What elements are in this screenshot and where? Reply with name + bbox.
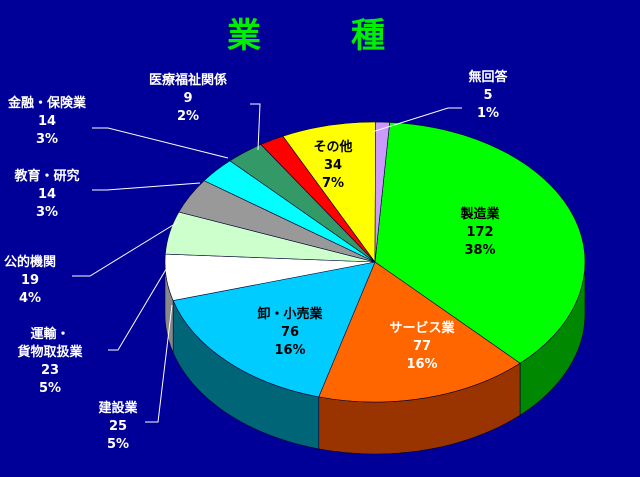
slice-label-10-line-0: 無回答 <box>468 69 508 85</box>
slice-label-2-line-2: 16% <box>274 343 305 358</box>
slice-label-9-line-0: その他 <box>313 139 352 155</box>
pie-slice-0 <box>374 122 586 364</box>
slice-label-4-line-1: 貨物取扱業 <box>17 344 83 360</box>
slice-label-4-line-0: 運輸・ <box>30 326 69 342</box>
pie-sides <box>164 261 586 455</box>
leader-line-6 <box>92 182 201 191</box>
slice-label-4-line-2: 23 <box>41 363 59 378</box>
slice-label-6-line-0: 教育・研究 <box>13 168 79 184</box>
pie-labels: 製造業 172 38% サービス業 77 16% 卸・小売業 76 16% 建設業 25 5% 運輸・貨… <box>4 69 509 452</box>
slice-label-10-line-1: 5 <box>483 88 492 103</box>
slice-label-10-line-2: 1% <box>477 106 499 121</box>
leader-line-5 <box>72 221 179 277</box>
leader-line-3 <box>145 304 173 423</box>
slice-label-3-line-0: 建設業 <box>98 400 138 416</box>
slice-label-8-line-2: 2% <box>177 109 199 124</box>
slice-label-1-line-1: 77 <box>413 339 431 354</box>
slice-label-4-line-3: 5% <box>39 381 61 396</box>
pie-slice-2 <box>172 261 376 398</box>
slice-label-8-line-0: 医療福祉関係 <box>149 72 227 88</box>
slice-label-3-line-1: 25 <box>109 419 127 434</box>
slice-label-5-line-1: 19 <box>21 273 39 288</box>
chart-title: 業 種 <box>227 16 413 56</box>
leader-line-10 <box>371 107 462 133</box>
leader-line-7 <box>92 127 229 159</box>
slice-label-0-line-2: 38% <box>464 243 495 258</box>
pie-top <box>164 121 586 403</box>
slice-label-8-line-1: 9 <box>183 91 192 106</box>
slice-label-0-line-0: 製造業 <box>459 206 500 222</box>
slice-label-9-line-2: 7% <box>322 176 344 191</box>
slice-label-1-line-0: サービス業 <box>389 320 455 336</box>
slice-label-5-line-2: 4% <box>19 291 41 306</box>
slice-label-1-line-2: 16% <box>406 357 437 372</box>
slice-label-0-line-1: 172 <box>466 225 493 240</box>
slice-label-2-line-1: 76 <box>281 325 299 340</box>
slice-label-2-line-0: 卸・小売業 <box>257 306 323 322</box>
slice-label-7-line-0: 金融・保険業 <box>7 95 87 111</box>
slice-label-9-line-1: 34 <box>324 158 342 173</box>
slice-label-7-line-2: 3% <box>36 132 58 147</box>
pie-slice-10 <box>374 121 390 263</box>
leader-line-4 <box>108 265 169 351</box>
slice-label-6-line-2: 3% <box>36 205 58 220</box>
slice-label-7-line-1: 14 <box>38 114 56 129</box>
slice-label-3-line-2: 5% <box>107 437 129 452</box>
slice-label-6-line-1: 14 <box>38 187 56 202</box>
pie-slice-1 <box>318 261 521 403</box>
leader-line-8 <box>250 103 261 151</box>
slice-label-5-line-0: 公的機関 <box>4 254 56 270</box>
